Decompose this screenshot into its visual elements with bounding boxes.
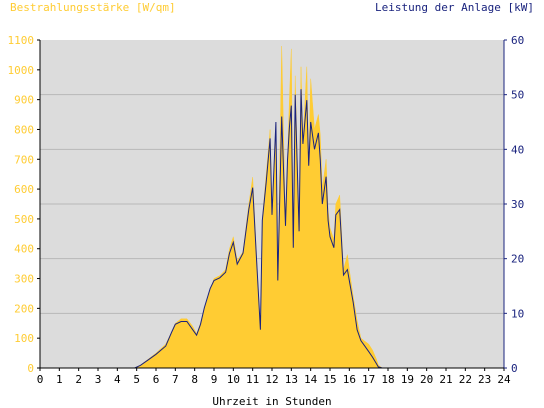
x-tick-label: 4: [114, 373, 121, 386]
y-left-tick-label: 0: [27, 362, 34, 375]
x-tick-label: 19: [401, 373, 414, 386]
x-tick-label: 6: [153, 373, 160, 386]
y-left-tick-label: 300: [14, 273, 34, 286]
x-tick-label: 1: [56, 373, 63, 386]
x-tick-label: 12: [265, 373, 278, 386]
x-tick-label: 17: [362, 373, 375, 386]
y-left-tick-label: 1000: [8, 64, 35, 77]
x-tick-label: 7: [172, 373, 179, 386]
right-axis-title: Leistung der Anlage [kW]: [375, 1, 534, 14]
x-tick-label: 5: [133, 373, 140, 386]
x-tick-label: 8: [191, 373, 198, 386]
x-tick-label: 18: [381, 373, 394, 386]
x-tick-label: 14: [304, 373, 318, 386]
y-right-tick-label: 30: [511, 198, 524, 211]
y-left-tick-label: 800: [14, 123, 34, 136]
y-left-tick-label: 900: [14, 94, 34, 107]
x-tick-label: 20: [420, 373, 433, 386]
x-tick-label: 23: [478, 373, 491, 386]
y-left-tick-label: 500: [14, 213, 34, 226]
x-tick-label: 11: [246, 373, 259, 386]
x-tick-label: 15: [323, 373, 336, 386]
x-tick-label: 22: [459, 373, 472, 386]
y-left-tick-label: 600: [14, 183, 34, 196]
y-right-tick-label: 40: [511, 143, 524, 156]
x-tick-label: 24: [497, 373, 511, 386]
y-right-tick-label: 0: [511, 362, 518, 375]
y-left-tick-label: 700: [14, 153, 34, 166]
x-tick-label: 13: [285, 373, 298, 386]
y-left-tick-label: 100: [14, 332, 34, 345]
x-tick-label: 2: [75, 373, 82, 386]
x-tick-label: 16: [343, 373, 356, 386]
x-axis-label: Uhrzeit in Stunden: [212, 395, 332, 408]
y-left-tick-label: 1100: [8, 34, 35, 47]
x-tick-label: 9: [211, 373, 218, 386]
y-right-tick-label: 50: [511, 89, 524, 102]
x-tick-label: 21: [439, 373, 452, 386]
y-left-tick-label: 400: [14, 243, 34, 256]
x-tick-label: 10: [227, 373, 240, 386]
y-left-tick-label: 200: [14, 302, 34, 315]
x-tick-label: 3: [95, 373, 102, 386]
y-right-tick-label: 10: [511, 307, 524, 320]
x-tick-label: 0: [37, 373, 44, 386]
y-right-tick-label: 60: [511, 34, 524, 47]
left-axis-title: Bestrahlungsstärke [W/qm]: [10, 1, 176, 14]
y-right-tick-label: 20: [511, 253, 524, 266]
